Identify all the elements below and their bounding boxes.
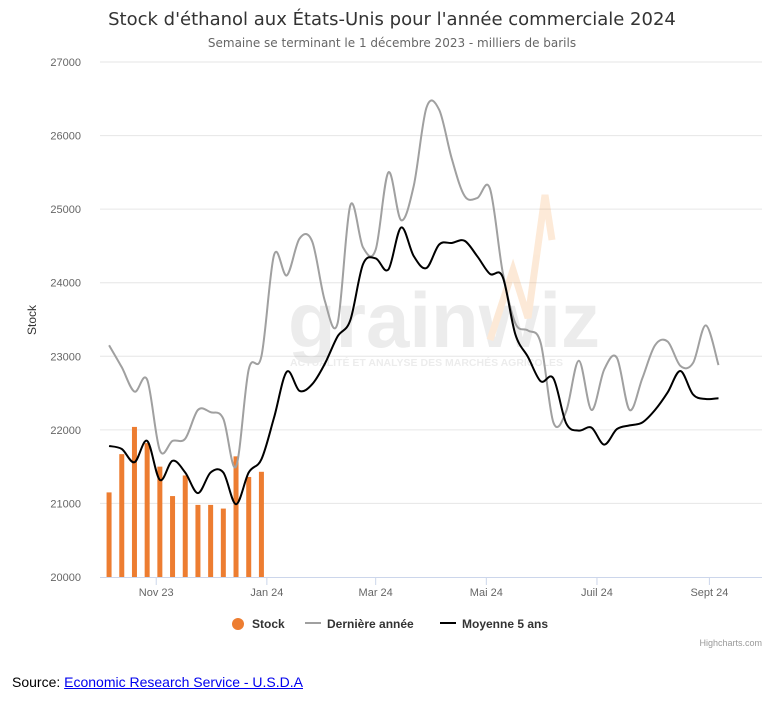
- stock-bar: [182, 475, 188, 577]
- series-stock-bars: [106, 426, 264, 577]
- y-tick-label: 20000: [50, 572, 81, 584]
- watermark-logo: grainwiz: [288, 276, 600, 364]
- x-tick-label: Jan 24: [250, 587, 283, 599]
- stock-bar: [208, 504, 214, 577]
- axes: 20000 21000 22000 23000 24000 25000 26000 27000…: [50, 57, 762, 599]
- watermark-flame-icon: [486, 194, 556, 342]
- stock-bar: [258, 471, 264, 577]
- stock-bar: [144, 443, 150, 577]
- y-tick-label: 21000: [50, 498, 81, 510]
- stock-bar: [195, 504, 201, 577]
- stock-bar: [106, 492, 112, 577]
- watermark: grainwiz ACTUALITÉ ET ANALYSE DES MARCHÉ…: [288, 194, 600, 369]
- source-line: Source: Economic Research Service - U.S.…: [12, 674, 303, 690]
- chart-subtitle: Semaine se terminant le 1 décembre 2023 …: [208, 36, 576, 50]
- chart-title: Stock d'éthanol aux États-Unis pour l'an…: [108, 8, 676, 30]
- y-axis-title: Stock: [25, 304, 39, 335]
- stock-bar: [119, 454, 125, 577]
- chart: Stock d'éthanol aux États-Unis pour l'an…: [25, 8, 762, 648]
- y-tick-label: 22000: [50, 425, 81, 437]
- legend-stock-marker: [232, 618, 244, 630]
- source-link[interactable]: Economic Research Service - U.S.D.A: [64, 674, 303, 690]
- series-previous-year-line: [108, 99, 720, 469]
- x-tick-label: Nov 23: [139, 587, 174, 599]
- chart-credits[interactable]: Highcharts.com: [699, 638, 762, 648]
- y-tick-label: 27000: [50, 57, 81, 69]
- legend-previous-year-label: Dernière année: [327, 617, 414, 631]
- series-5yr-average-line: [108, 226, 719, 506]
- x-tick-label: Mai 24: [470, 587, 503, 599]
- y-tick-label: 23000: [50, 351, 81, 363]
- legend-5yr-average-label: Moyenne 5 ans: [462, 617, 548, 631]
- watermark-tagline: ACTUALITÉ ET ANALYSE DES MARCHÉS AGRICOL…: [290, 356, 563, 369]
- source-label: Source:: [12, 674, 61, 690]
- x-tick-label: Mar 24: [359, 587, 393, 599]
- y-tick-label: 26000: [50, 131, 81, 143]
- legend-item-previous-year[interactable]: Dernière année: [305, 617, 414, 631]
- stock-bar: [170, 496, 176, 577]
- stock-bar: [131, 426, 137, 577]
- grid-lines: [100, 61, 762, 504]
- y-tick-label: 25000: [50, 204, 81, 216]
- stock-bar: [157, 466, 163, 577]
- stock-bar: [220, 508, 226, 577]
- legend: Stock Dernière année Moyenne 5 ans: [232, 617, 548, 631]
- stock-bar: [246, 476, 252, 577]
- legend-item-5yr-average[interactable]: Moyenne 5 ans: [440, 617, 548, 631]
- legend-item-stock[interactable]: Stock: [232, 617, 285, 631]
- x-tick-label: Sept 24: [690, 587, 728, 599]
- stock-bar: [233, 456, 239, 577]
- x-tick-label: Juil 24: [581, 587, 613, 599]
- y-tick-label: 24000: [50, 278, 81, 290]
- legend-stock-label: Stock: [252, 617, 285, 631]
